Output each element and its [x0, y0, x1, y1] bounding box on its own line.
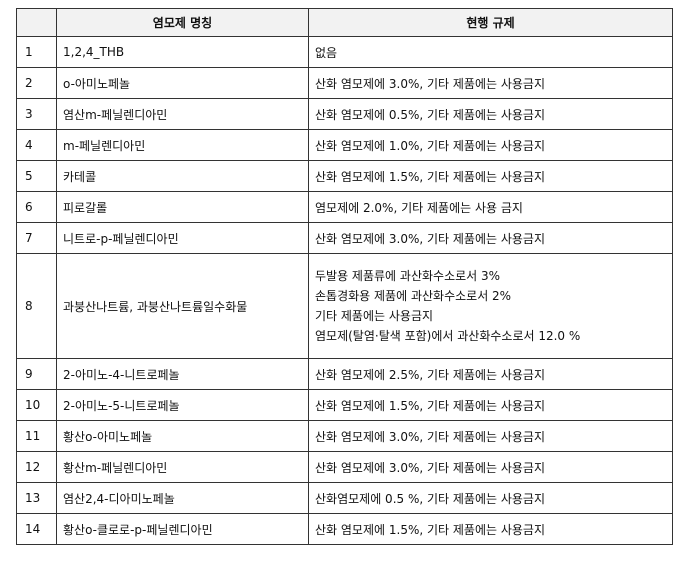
table-row: 3 염산m-페닐렌디아민 산화 염모제에 0.5%, 기타 제품에는 사용금지 — [16, 98, 673, 130]
table-row: 5 카테콜 산화 염모제에 1.5%, 기타 제품에는 사용금지 — [16, 160, 673, 192]
regulation-cell: 산화 염모제에 1.5%, 기타 제품에는 사용금지 — [308, 160, 673, 192]
regulation-cell: 산화 염모제에 1.5%, 기타 제품에는 사용금지 — [308, 389, 673, 421]
regulation-line: 두발용 제품류에 과산화수소로서 3% — [315, 269, 501, 283]
dye-name: 황산o-아미노페놀 — [56, 420, 309, 452]
regulation-cell: 없음 — [308, 36, 673, 68]
row-number: 2 — [16, 67, 57, 99]
regulation-line: 산화 염모제에 1.0%, 기타 제품에는 사용금지 — [315, 138, 546, 153]
dye-name: 2-아미노-5-니트로페놀 — [56, 389, 309, 421]
row-number: 4 — [16, 129, 57, 161]
table-row: 2 o-아미노페놀 산화 염모제에 3.0%, 기타 제품에는 사용금지 — [16, 67, 673, 99]
dye-name: 카테콜 — [56, 160, 309, 192]
dye-name: 피로갈롤 — [56, 191, 309, 223]
dye-name: 2-아미노-4-니트로페놀 — [56, 358, 309, 390]
regulation-cell: 산화염모제에 0.5 %, 기타 제품에는 사용금지 — [308, 482, 673, 514]
row-number: 8 — [16, 253, 57, 359]
dye-name: 과붕산나트륨, 과붕산나트륨일수화물 — [56, 253, 309, 359]
table-row: 13 염산2,4-디아미노페놀 산화염모제에 0.5 %, 기타 제품에는 사용금지 — [16, 482, 673, 514]
row-number: 6 — [16, 191, 57, 223]
regulation-line: 산화 염모제에 3.0%, 기타 제품에는 사용금지 — [315, 460, 546, 475]
regulation-line: 염모제에 2.0%, 기타 제품에는 사용 금지 — [315, 200, 523, 215]
row-number: 13 — [16, 482, 57, 514]
row-number: 7 — [16, 222, 57, 254]
table-row: 10 2-아미노-5-니트로페놀 산화 염모제에 1.5%, 기타 제품에는 사용금… — [16, 389, 673, 421]
row-number: 12 — [16, 451, 57, 483]
row-number: 9 — [16, 358, 57, 390]
dye-name: 1,2,4_THB — [56, 36, 309, 68]
regulation-line: 염모제(탈염·탈색 포함)에서 과산화수소로서 12.0 % — [315, 329, 581, 343]
table-row: 14 황산o-클로로-p-페닐렌디아민 산화 염모제에 1.5%, 기타 제품에는 … — [16, 513, 673, 545]
header-number — [16, 8, 57, 37]
dye-name: 황산o-클로로-p-페닐렌디아민 — [56, 513, 309, 545]
table-body: 1 1,2,4_THB 없음 2 o-아미노페놀 산화 염모제에 3.0%, 기타 제품에… — [16, 36, 673, 545]
regulation-cell: 산화 염모제에 0.5%, 기타 제품에는 사용금지 — [308, 98, 673, 130]
dye-name: 니트로-p-페닐렌디아민 — [56, 222, 309, 254]
dye-name: 염산2,4-디아미노페놀 — [56, 482, 309, 514]
table-row: 12 황산m-페닐렌디아민 산화 염모제에 3.0%, 기타 제품에는 사용금지 — [16, 451, 673, 483]
regulation-line: 산화 염모제에 1.5%, 기타 제품에는 사용금지 — [315, 398, 546, 413]
regulation-line: 산화 염모제에 3.0%, 기타 제품에는 사용금지 — [315, 231, 546, 246]
table-row: 6 피로갈롤 염모제에 2.0%, 기타 제품에는 사용 금지 — [16, 191, 673, 223]
row-number: 14 — [16, 513, 57, 545]
row-number: 10 — [16, 389, 57, 421]
table-header-row: 염모제 명칭 현행 규제 — [16, 8, 673, 37]
regulation-line: 산화 염모제에 0.5%, 기타 제품에는 사용금지 — [315, 107, 546, 122]
regulation-cell: 산화 염모제에 1.0%, 기타 제품에는 사용금지 — [308, 129, 673, 161]
regulation-cell: 산화 염모제에 3.0%, 기타 제품에는 사용금지 — [308, 222, 673, 254]
regulation-cell: 산화 염모제에 3.0%, 기타 제품에는 사용금지 — [308, 67, 673, 99]
regulation-line: 손톱경화용 제품에 과산화수소로서 2% — [315, 289, 512, 303]
table-row: 1 1,2,4_THB 없음 — [16, 36, 673, 68]
header-regulation: 현행 규제 — [308, 8, 673, 37]
row-number: 5 — [16, 160, 57, 192]
dye-name: m-페닐렌디아민 — [56, 129, 309, 161]
dye-name: 염산m-페닐렌디아민 — [56, 98, 309, 130]
regulation-line: 산화 염모제에 3.0%, 기타 제품에는 사용금지 — [315, 429, 546, 444]
dye-name: o-아미노페놀 — [56, 67, 309, 99]
dye-name: 황산m-페닐렌디아민 — [56, 451, 309, 483]
regulation-cell: 산화 염모제에 2.5%, 기타 제품에는 사용금지 — [308, 358, 673, 390]
table-row: 11 황산o-아미노페놀 산화 염모제에 3.0%, 기타 제품에는 사용금지 — [16, 420, 673, 452]
table-row: 7 니트로-p-페닐렌디아민 산화 염모제에 3.0%, 기타 제품에는 사용금지 — [16, 222, 673, 254]
regulation-line: 기타 제품에는 사용금지 — [315, 309, 434, 323]
table-row: 4 m-페닐렌디아민 산화 염모제에 1.0%, 기타 제품에는 사용금지 — [16, 129, 673, 161]
regulation-cell: 산화 염모제에 1.5%, 기타 제품에는 사용금지 — [308, 513, 673, 545]
regulation-table: 염모제 명칭 현행 규제 1 1,2,4_THB 없음 2 o-아미노페놀 산화 염모제에… — [16, 8, 673, 545]
regulation-line: 산화 염모제에 1.5%, 기타 제품에는 사용금지 — [315, 522, 546, 537]
table-row: 9 2-아미노-4-니트로페놀 산화 염모제에 2.5%, 기타 제품에는 사용금지 — [16, 358, 673, 390]
regulation-table-container: 염모제 명칭 현행 규제 1 1,2,4_THB 없음 2 o-아미노페놀 산화 염모제에… — [16, 8, 673, 545]
regulation-cell: 염모제에 2.0%, 기타 제품에는 사용 금지 — [308, 191, 673, 223]
regulation-line: 산화 염모제에 1.5%, 기타 제품에는 사용금지 — [315, 169, 546, 184]
regulation-line: 없음 — [315, 45, 338, 60]
regulation-cell: 산화 염모제에 3.0%, 기타 제품에는 사용금지 — [308, 420, 673, 452]
regulation-cell: 두발용 제품류에 과산화수소로서 3% 손톱경화용 제품에 과산화수소로서 2% 기… — [308, 253, 673, 359]
row-number: 1 — [16, 36, 57, 68]
regulation-line: 산화염모제에 0.5 %, 기타 제품에는 사용금지 — [315, 491, 546, 506]
regulation-line: 산화 염모제에 2.5%, 기타 제품에는 사용금지 — [315, 367, 546, 382]
header-dye-name: 염모제 명칭 — [56, 8, 309, 37]
row-number: 11 — [16, 420, 57, 452]
row-number: 3 — [16, 98, 57, 130]
regulation-cell: 산화 염모제에 3.0%, 기타 제품에는 사용금지 — [308, 451, 673, 483]
table-row: 8 과붕산나트륨, 과붕산나트륨일수화물 두발용 제품류에 과산화수소로서 3% 손톱… — [16, 253, 673, 359]
regulation-line: 산화 염모제에 3.0%, 기타 제품에는 사용금지 — [315, 76, 546, 91]
